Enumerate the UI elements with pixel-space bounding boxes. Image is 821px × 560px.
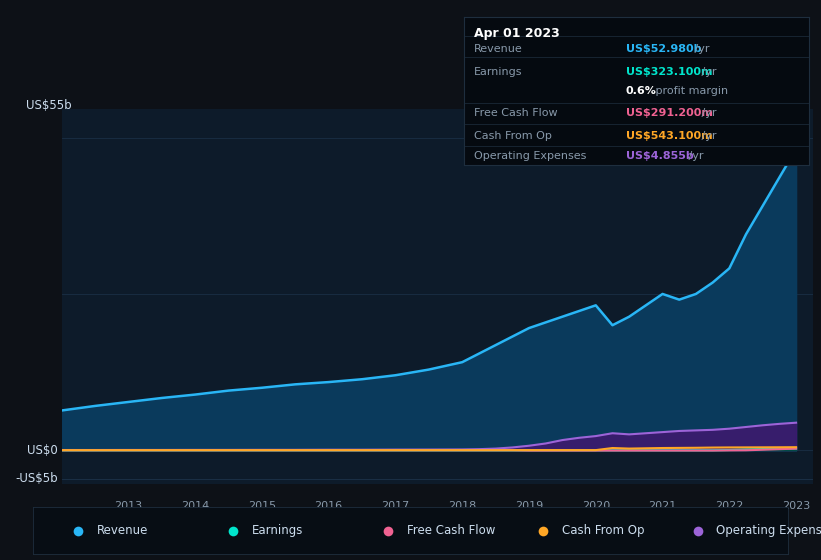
Text: US$0: US$0 (27, 444, 57, 457)
Text: 2019: 2019 (515, 501, 544, 511)
Text: US$291.200m: US$291.200m (626, 108, 713, 118)
Text: 0.6%: 0.6% (626, 86, 657, 96)
Text: US$4.855b: US$4.855b (626, 151, 694, 161)
Text: Free Cash Flow: Free Cash Flow (475, 108, 557, 118)
Text: 2016: 2016 (314, 501, 342, 511)
Text: 2018: 2018 (448, 501, 476, 511)
Text: /yr: /yr (698, 67, 717, 77)
Text: Apr 01 2023: Apr 01 2023 (475, 27, 560, 40)
Text: Revenue: Revenue (97, 524, 149, 537)
Text: 2017: 2017 (381, 501, 410, 511)
Text: Cash From Op: Cash From Op (562, 524, 644, 537)
Text: Operating Expenses: Operating Expenses (475, 151, 586, 161)
Text: US$323.100m: US$323.100m (626, 67, 713, 77)
Text: Cash From Op: Cash From Op (475, 130, 552, 141)
Text: US$55b: US$55b (26, 99, 72, 112)
Text: 2013: 2013 (114, 501, 142, 511)
Text: 2023: 2023 (782, 501, 810, 511)
Text: 2022: 2022 (715, 501, 744, 511)
Text: 2015: 2015 (248, 501, 276, 511)
Text: Revenue: Revenue (475, 44, 523, 54)
Text: profit margin: profit margin (652, 86, 728, 96)
Text: /yr: /yr (698, 130, 717, 141)
Text: 2014: 2014 (181, 501, 209, 511)
Text: /yr: /yr (698, 108, 717, 118)
Text: 2020: 2020 (581, 501, 610, 511)
Text: Free Cash Flow: Free Cash Flow (406, 524, 495, 537)
Text: /yr: /yr (685, 151, 704, 161)
Text: Earnings: Earnings (252, 524, 303, 537)
Text: Earnings: Earnings (475, 67, 523, 77)
Text: -US$5b: -US$5b (16, 472, 57, 485)
Text: /yr: /yr (691, 44, 710, 54)
Text: Operating Expenses: Operating Expenses (717, 524, 821, 537)
Text: US$52.980b: US$52.980b (626, 44, 701, 54)
Text: 2021: 2021 (649, 501, 677, 511)
Text: US$543.100m: US$543.100m (626, 130, 713, 141)
